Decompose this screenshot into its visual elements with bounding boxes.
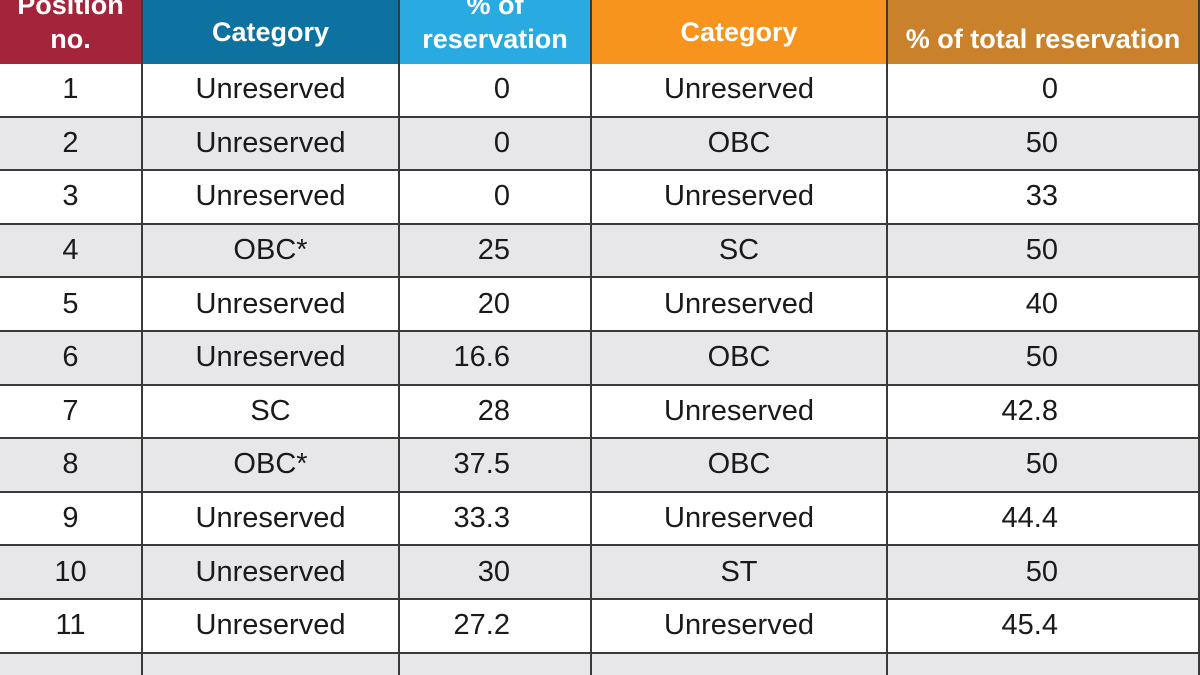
table-cell: Unreserved [143, 332, 400, 386]
table-cell: 10 [0, 546, 143, 600]
table-cell: 40 [888, 278, 1200, 332]
table-cell: 4 [0, 224, 143, 279]
table-cell: 27.2 [400, 600, 592, 654]
table-cell: Unreserved [143, 117, 400, 172]
table-cell: Unreserved [592, 278, 888, 332]
table-cell-cropped [0, 653, 143, 675]
table-cell: Unreserved [143, 492, 400, 547]
table-cell: Unreserved [592, 492, 888, 547]
table-cell: OBC [592, 117, 888, 172]
table-cell: 0 [400, 171, 592, 225]
table-cell: OBC* [143, 224, 400, 279]
table-cell: 9 [0, 492, 143, 547]
header-cell: % of total reservation [888, 0, 1200, 64]
table-cell: 50 [888, 332, 1200, 386]
table-cell-cropped [400, 653, 592, 675]
table-cell: 6 [0, 332, 143, 386]
table-cell: SC [592, 224, 888, 279]
table-cell: Unreserved [143, 171, 400, 225]
table-cell: 50 [888, 224, 1200, 279]
table-cell: 28 [400, 385, 592, 440]
table-cell: Unreserved [143, 278, 400, 332]
table-cell: 7 [0, 385, 143, 440]
table-cell: SC [143, 385, 400, 440]
table-cell: Unreserved [592, 171, 888, 225]
table-cell-cropped [143, 653, 400, 675]
table-cell: 50 [888, 546, 1200, 600]
table-cell: 50 [888, 439, 1200, 493]
table-cell: OBC* [143, 439, 400, 493]
table-cell: Unreserved [143, 600, 400, 654]
table-cell: 1 [0, 64, 143, 118]
table-cell: Unreserved [592, 600, 888, 654]
table-cell: 5 [0, 278, 143, 332]
table-cell: 25 [400, 224, 592, 279]
table-cell: 33.3 [400, 492, 592, 547]
table-cell: 0 [888, 64, 1200, 118]
table-cell: 2 [0, 117, 143, 172]
table-cell: 16.6 [400, 332, 592, 386]
table-cell: OBC [592, 332, 888, 386]
table-cell: 50 [888, 117, 1200, 172]
table-cell: 11 [0, 600, 143, 654]
table-cell: 45.4 [888, 600, 1200, 654]
table-cell: 0 [400, 64, 592, 118]
table-cell: ST [592, 546, 888, 600]
table-cell: 20 [400, 278, 592, 332]
table-cell: Unreserved [592, 64, 888, 118]
table-cell: 44.4 [888, 492, 1200, 547]
header-cell: % of reservation [400, 0, 592, 64]
table-cell: 42.8 [888, 385, 1200, 440]
table-cell-cropped [592, 653, 888, 675]
table-cell: 8 [0, 439, 143, 493]
table-cell: Unreserved [592, 385, 888, 440]
table-cell: OBC [592, 439, 888, 493]
header-cell: Category [143, 0, 400, 64]
table-cell: 0 [400, 117, 592, 172]
header-cell: Position no. [0, 0, 143, 64]
header-cell: Category [592, 0, 888, 64]
table-cell: Unreserved [143, 64, 400, 118]
table-cell: 30 [400, 546, 592, 600]
table-cell-cropped [888, 653, 1200, 675]
table-cell: 33 [888, 171, 1200, 225]
table-cell: 37.5 [400, 439, 592, 493]
table-cell: 3 [0, 171, 143, 225]
table-cell: Unreserved [143, 546, 400, 600]
